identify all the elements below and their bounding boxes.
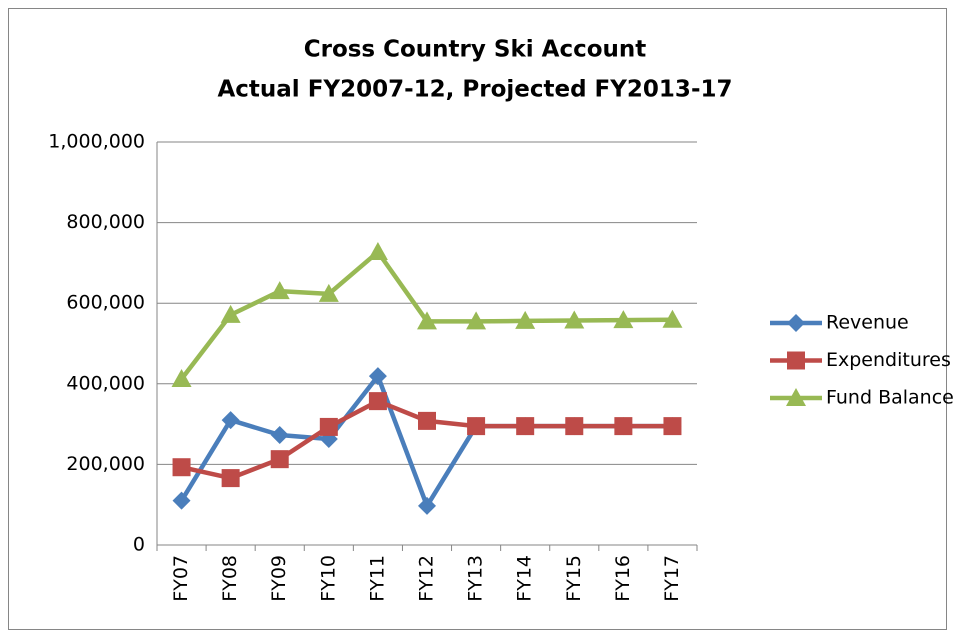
marker (269, 281, 290, 300)
x-tick-label: FY09 (268, 555, 290, 602)
legend-label: Fund Balance (826, 387, 954, 409)
x-tick-label: FY16 (612, 555, 634, 602)
marker (221, 469, 240, 488)
marker (368, 367, 387, 386)
marker (662, 309, 683, 328)
x-tick-label: FY11 (366, 555, 388, 602)
marker (786, 388, 806, 406)
legend-label: Revenue (826, 312, 909, 334)
x-tick-label: FY15 (563, 555, 585, 602)
y-tick-label: 400,000 (66, 372, 145, 394)
y-tick-label: 600,000 (66, 292, 145, 314)
marker (418, 496, 436, 515)
marker (516, 417, 535, 436)
marker (614, 417, 633, 436)
marker (318, 283, 339, 302)
marker (417, 311, 437, 330)
x-tick-label: FY14 (514, 555, 536, 602)
marker (270, 425, 289, 444)
marker (172, 458, 191, 477)
x-tick-label: FY08 (219, 555, 241, 602)
legend-label: Expenditures (826, 349, 951, 371)
marker (319, 417, 338, 436)
marker (564, 310, 585, 329)
marker (368, 392, 387, 411)
x-tick-label: FY07 (170, 555, 192, 602)
chart-title: Cross Country Ski Account (304, 37, 647, 63)
marker (221, 411, 240, 430)
marker (663, 417, 682, 436)
marker (220, 304, 241, 323)
y-tick-label: 1,000,000 (48, 131, 145, 153)
marker (467, 417, 486, 436)
y-tick-label: 0 (133, 534, 145, 556)
marker (613, 310, 634, 329)
x-tick-label: FY12 (416, 555, 438, 602)
marker (466, 311, 487, 330)
x-tick-label: FY13 (465, 555, 487, 602)
marker (787, 314, 805, 332)
marker (515, 310, 536, 329)
marker (787, 351, 805, 370)
y-tick-label: 200,000 (66, 453, 145, 475)
marker (367, 242, 388, 261)
marker (172, 491, 191, 510)
y-tick-label: 800,000 (66, 211, 145, 233)
marker (171, 368, 192, 387)
x-tick-label: FY17 (661, 555, 683, 602)
marker (418, 411, 436, 430)
marker (565, 417, 584, 436)
x-tick-label: FY10 (317, 555, 339, 602)
chart-subtitle: Actual FY2007-12, Projected FY2013-17 (217, 77, 732, 103)
marker (270, 450, 289, 469)
